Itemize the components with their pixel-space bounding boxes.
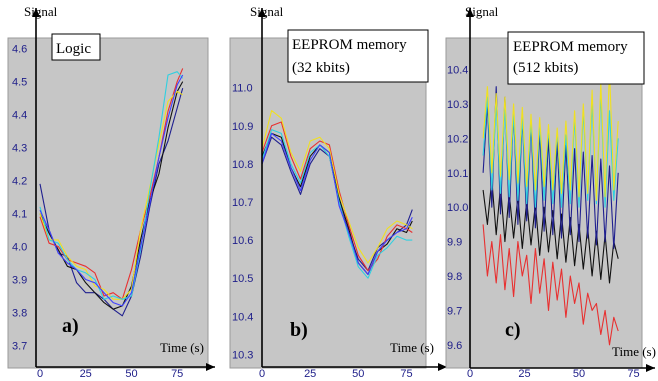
series-line-4 [39,90,183,300]
x-axis-label: Time (s) [390,340,434,355]
y-tick-label: 11.0 [232,83,253,95]
x-tick-label: 50 [352,368,364,380]
chart-panel-1: 3.7 3.8 3.9 4.0 4.1 4.2 4.3 4.4 4.5 4.6 0 25 50 75 Sig… [7,4,215,380]
y-tick-label: 3.7 [12,341,27,353]
chart-title: EEPROM memory [292,37,407,53]
series-line-5 [39,71,184,300]
y-tick-label: 10.8 [232,159,253,171]
series-line-3 [261,121,413,272]
series-line-1 [482,224,619,346]
y-axis-label: Signal [250,4,284,19]
x-tick-label: 0 [467,368,473,380]
x-tick-label: 0 [259,368,265,380]
x-tick-label: 75 [400,368,412,380]
panel-label: a) [62,315,79,337]
y-axis-arrow [466,8,474,17]
y-tick-label: 9.7 [447,305,462,317]
y-axis-arrow [32,8,40,17]
x-tick-label: 0 [37,368,43,380]
series-line-4 [261,110,413,264]
plot-background [7,37,209,369]
chart-title-box [287,29,429,83]
y-axis-arrow [258,8,266,17]
x-axis-label: Time (s) [160,340,204,355]
series-line-6 [261,132,413,275]
y-tick-label: 4.2 [12,176,27,188]
y-tick-label: 4.3 [12,143,27,155]
y-tick-label: 10.2 [447,133,468,145]
panel-label: b) [290,319,308,341]
y-axis-label: Signal [24,4,58,19]
plot-background [229,37,427,369]
y-tick-label: 4.5 [12,77,27,89]
x-axis-arrow [438,363,447,371]
y-tick-label: 10.4 [447,65,468,77]
panel-label: c) [505,319,521,341]
series-line-2 [39,81,184,310]
y-tick-label: 10.4 [232,311,253,323]
x-tick-label: 50 [125,368,137,380]
y-tick-label: 10.3 [447,99,468,111]
plot-background [445,37,643,369]
chart-title: (512 kbits) [513,60,578,76]
y-tick-label: 10.3 [232,349,253,361]
y-tick-label: 10.7 [232,197,253,209]
y-tick-label: 10.0 [447,202,468,214]
x-tick-label: 25 [80,368,92,380]
y-tick-label: 9.6 [447,340,462,352]
chart-title: EEPROM memory [513,39,628,55]
y-tick-label: 9.8 [447,271,462,283]
x-tick-label: 50 [573,368,585,380]
y-tick-label: 10.6 [232,235,253,247]
x-axis-arrow [646,364,655,372]
x-tick-label: 25 [518,368,530,380]
y-tick-label: 4.1 [12,209,27,221]
chart-title-box [51,33,101,61]
y-tick-label: 10.5 [232,273,253,285]
y-tick-label: 10.9 [232,121,253,133]
chart-panel-2: 10.3 10.4 10.5 10.6 10.7 10.8 10.9 11.0 0 25 50 75 S… [229,4,447,380]
x-axis-label: Time (s) [612,344,656,359]
chart-title: Logic [56,41,91,57]
y-tick-label: 4.0 [12,242,27,254]
chart-title-box [507,31,645,85]
series-line-5 [261,129,413,279]
y-tick-label: 4.6 [12,44,27,56]
y-tick-label: 9.9 [447,237,462,249]
y-tick-label: 3.8 [12,308,27,320]
x-axis-arrow [206,363,215,371]
x-tick-label: 75 [171,368,183,380]
series-line-5 [482,68,619,201]
y-tick-label: 10.1 [447,168,468,180]
y-tick-label: 3.9 [12,275,27,287]
y-tick-label: 4.4 [12,110,27,122]
y-axis-label: Signal [465,4,499,19]
series-line-6 [39,74,184,307]
chart-title: (32 kbits) [292,60,350,76]
x-tick-label: 25 [304,368,316,380]
chart-panel-3: 9.6 9.7 9.8 9.9 10.0 10.1 10.2 10.3 10.4 0 25 50 75 S… [445,4,656,380]
x-tick-label: 75 [627,368,639,380]
